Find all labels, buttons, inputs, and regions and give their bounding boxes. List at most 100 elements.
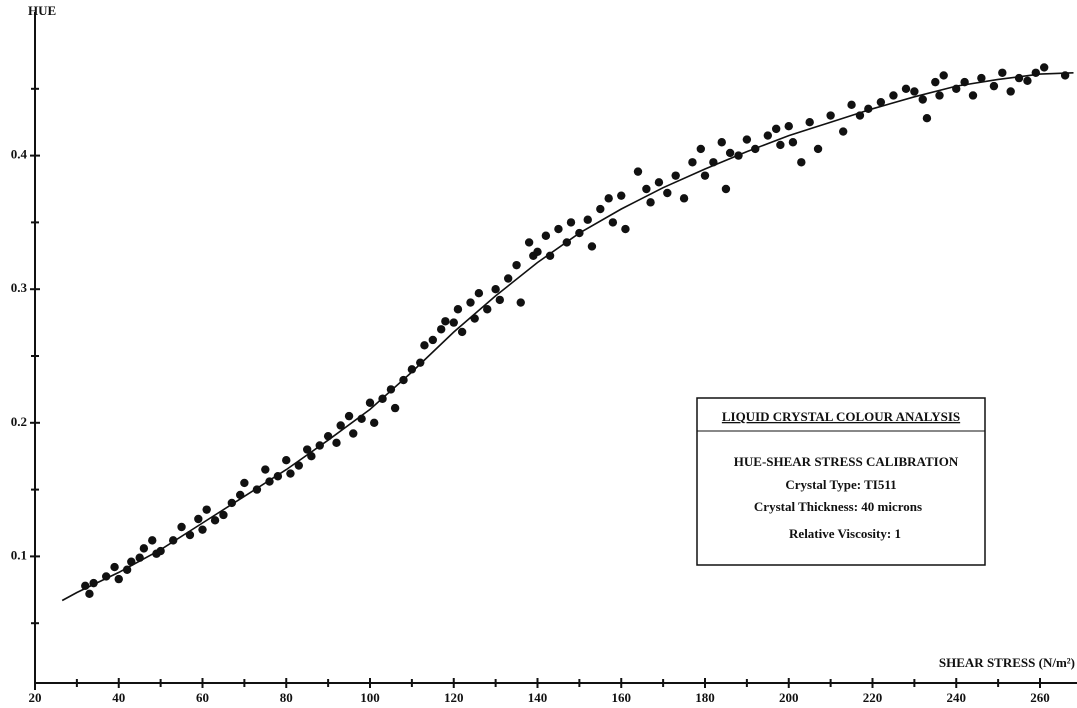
data-point [717, 138, 726, 147]
data-point [286, 469, 295, 478]
data-point [89, 578, 98, 588]
data-point [156, 546, 165, 556]
data-point [139, 544, 149, 553]
data-point [742, 135, 752, 144]
data-point [332, 438, 341, 448]
data-point [227, 498, 237, 508]
x-tick-label: 220 [863, 690, 883, 705]
data-point [466, 298, 475, 307]
data-point [177, 522, 186, 532]
data-point [390, 403, 400, 413]
data-point [428, 335, 438, 345]
data-point [483, 305, 492, 314]
data-point [101, 572, 111, 581]
data-point [679, 194, 689, 203]
annotation-box [696, 397, 986, 566]
x-tick-label: 200 [779, 690, 799, 705]
data-point [826, 111, 835, 120]
data-point [621, 224, 630, 234]
data-point [202, 505, 211, 514]
data-point [688, 158, 697, 167]
data-point [436, 325, 446, 334]
x-tick-label: 140 [528, 690, 548, 705]
data-point [960, 77, 969, 87]
data-point [776, 140, 785, 150]
data-point [416, 358, 425, 367]
data-point [349, 429, 358, 438]
data-point [838, 127, 848, 136]
data-point [797, 158, 806, 167]
data-point [344, 411, 354, 421]
data-point [939, 71, 948, 80]
data-point [562, 238, 572, 247]
data-point [474, 289, 484, 298]
data-point [596, 204, 605, 214]
data-point [617, 191, 626, 200]
data-point [235, 490, 245, 500]
data-point [365, 398, 375, 407]
data-point [1023, 76, 1032, 85]
data-point [725, 148, 735, 158]
y-tick-label: 0.4 [11, 147, 28, 162]
data-point [198, 525, 207, 534]
data-point [541, 231, 551, 240]
data-point [307, 452, 316, 461]
data-point [135, 553, 144, 562]
data-point [583, 215, 592, 224]
data-point [663, 188, 672, 198]
data-point [1031, 68, 1041, 77]
data-point [114, 574, 123, 584]
data-point [855, 111, 865, 120]
data-point [386, 385, 396, 394]
data-point [876, 97, 886, 107]
data-point [378, 394, 387, 403]
data-point [512, 260, 521, 270]
data-point [671, 171, 680, 180]
data-point [194, 514, 203, 524]
data-point [646, 198, 655, 207]
y-axis-label: HUE [28, 3, 56, 18]
data-point [399, 375, 408, 385]
data-point [696, 144, 706, 154]
data-point [219, 510, 228, 520]
data-point [763, 131, 773, 140]
data-point [491, 285, 500, 294]
data-point [110, 562, 119, 572]
x-tick-label: 120 [444, 690, 464, 705]
data-point [633, 167, 643, 176]
x-tick-label: 260 [1030, 690, 1050, 705]
data-point [441, 317, 450, 326]
data-point [989, 81, 999, 91]
data-point [813, 144, 823, 154]
data-point [85, 589, 94, 599]
data-point [642, 184, 651, 194]
data-point [864, 104, 873, 114]
data-point [357, 414, 366, 423]
data-point [495, 295, 505, 305]
data-point [302, 445, 312, 454]
data-point [700, 171, 710, 180]
annotation-line: Crystal Type: TI511 [785, 477, 896, 492]
y-tick-label: 0.2 [11, 414, 27, 429]
data-point [566, 218, 576, 227]
data-point [784, 122, 793, 131]
data-point [533, 247, 542, 256]
x-tick-label: 240 [947, 690, 967, 705]
data-point [918, 95, 927, 104]
data-point [847, 100, 856, 110]
x-tick-label: 60 [196, 690, 209, 705]
data-point [449, 318, 458, 327]
data-point [922, 113, 932, 123]
data-point [210, 516, 220, 525]
data-point [545, 251, 555, 260]
data-point [935, 91, 944, 100]
data-point [1006, 87, 1015, 96]
data-point [336, 421, 345, 430]
x-tick-label: 160 [612, 690, 632, 705]
data-point [273, 472, 283, 481]
data-point [315, 441, 324, 450]
x-tick-label: 40 [112, 690, 125, 705]
y-tick-label: 0.3 [11, 280, 28, 295]
